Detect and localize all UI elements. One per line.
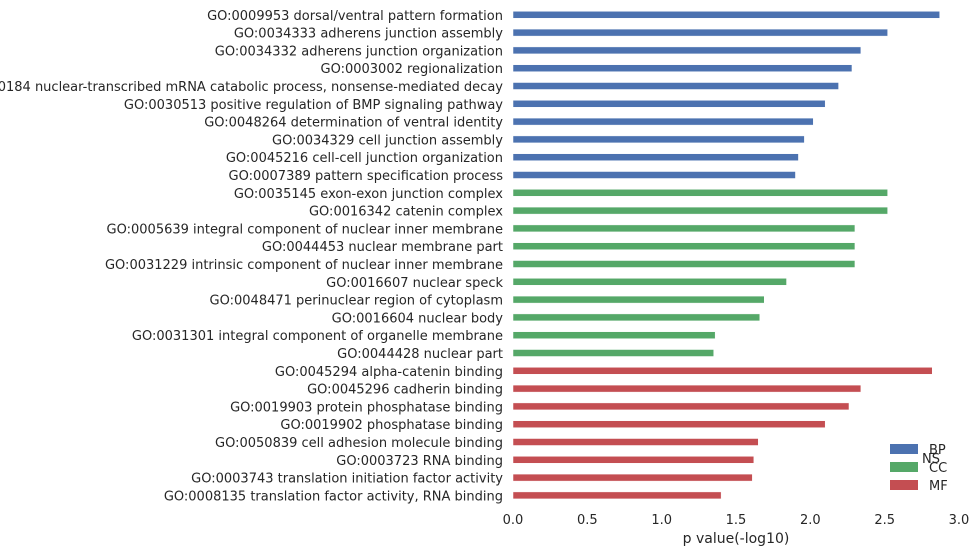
category-label: GO:0050839 cell adhesion molecule bindin…	[215, 436, 503, 451]
category-label: GO:0009953 dorsal/ventral pattern format…	[207, 9, 503, 24]
category-label: GO:0031301 integral component of organel…	[132, 329, 503, 344]
bar-bp-4	[512, 82, 839, 90]
x-axis: 0.0 0.5 1.0 1.5 2.0 2.5 3.0	[503, 513, 970, 528]
legend-label-cc: CC	[929, 461, 947, 476]
bar-mf-22	[512, 402, 850, 411]
bar-mf-24	[512, 438, 759, 446]
category-label: GO:0044428 nuclear part	[337, 347, 503, 362]
bar-cc-19	[512, 349, 714, 357]
category-label: GO:0008135 translation factor activity, …	[164, 489, 503, 504]
category-label: GO:0003002 regionalization	[321, 62, 503, 77]
x-tick-label: 1.0	[651, 513, 672, 528]
legend-label-mf: MF	[929, 479, 948, 494]
bars-layer	[512, 11, 940, 500]
legend-title: NS	[922, 452, 940, 467]
category-labels: GO:0009953 dorsal/ventral pattern format…	[0, 9, 503, 505]
bar-mf-21	[512, 384, 862, 393]
category-label: GO:0030513 positive regulation of BMP si…	[124, 98, 503, 113]
x-tick-label: 0.0	[503, 513, 524, 528]
category-label: GO:0007389 pattern specification process	[229, 169, 504, 184]
category-label: GO:0045294 alpha-catenin binding	[275, 365, 503, 380]
category-label: GO:0003743 translation initiation factor…	[191, 472, 503, 487]
x-tick-label: 3.0	[949, 513, 970, 528]
bar-bp-3	[512, 64, 853, 72]
x-tick-label: 2.0	[800, 513, 821, 528]
bar-cc-16	[512, 295, 765, 304]
legend-swatch-mf	[890, 480, 918, 490]
bar-cc-13	[512, 242, 856, 250]
x-tick-label: 2.5	[874, 513, 895, 528]
category-label: GO:0019903 protein phosphatase binding	[230, 400, 503, 415]
category-label: GO:0016607 nuclear speck	[326, 276, 503, 291]
category-label: GO:0031229 intrinsic component of nuclea…	[105, 258, 503, 273]
bar-mf-25	[512, 456, 755, 464]
category-label: GO:0019902 phosphatase binding	[280, 418, 503, 433]
bar-cc-14	[512, 260, 856, 268]
bar-bp-0	[512, 11, 940, 19]
category-label: GO:0045296 cadherin binding	[307, 383, 503, 398]
bar-mf-20	[512, 367, 933, 375]
bar-bp-8	[512, 153, 799, 161]
legend-swatch-cc	[890, 462, 918, 472]
bar-bp-6	[512, 117, 814, 126]
legend: NS BP CC MF	[890, 443, 948, 494]
category-label: GO:0035145 exon-exon junction complex	[234, 187, 503, 202]
x-tick-label: 1.5	[726, 513, 747, 528]
category-label: GO:0016604 nuclear body	[332, 311, 504, 326]
category-label: GO:0003723 RNA binding	[336, 454, 503, 469]
bar-cc-10	[512, 189, 888, 197]
category-label: GO:0000184 nuclear-transcribed mRNA cata…	[0, 80, 503, 95]
category-label: GO:0048264 determination of ventral iden…	[204, 116, 503, 131]
category-label: GO:0034329 cell junction assembly	[272, 133, 503, 148]
bar-mf-26	[512, 473, 753, 482]
bar-mf-27	[512, 491, 722, 500]
legend-swatch-bp	[890, 444, 918, 454]
category-label: GO:0048471 perinuclear region of cytopla…	[210, 294, 503, 309]
bar-cc-15	[512, 278, 787, 286]
bar-bp-2	[512, 46, 862, 55]
category-label: GO:0034333 adherens junction assembly	[234, 27, 503, 42]
category-label: GO:0016342 catenin complex	[309, 205, 503, 220]
x-tick-label: 0.5	[577, 513, 598, 528]
x-axis-label: p value(-log10)	[683, 531, 790, 547]
bar-cc-12	[512, 224, 856, 233]
bar-cc-17	[512, 313, 761, 322]
category-label: GO:0005639 integral component of nuclear…	[107, 222, 503, 237]
category-label: GO:0045216 cell-cell junction organizati…	[226, 151, 503, 166]
bar-bp-1	[512, 28, 888, 37]
bar-bp-5	[512, 100, 826, 108]
bar-mf-23	[512, 420, 826, 428]
bar-bp-7	[512, 135, 805, 144]
category-label: GO:0034332 adherens junction organizatio…	[215, 44, 503, 59]
bar-bp-9	[512, 171, 796, 179]
legend-label-bp: BP	[929, 443, 946, 458]
bar-cc-11	[512, 206, 888, 215]
bar-cc-18	[512, 331, 716, 339]
category-label: GO:0044453 nuclear membrane part	[262, 240, 503, 255]
